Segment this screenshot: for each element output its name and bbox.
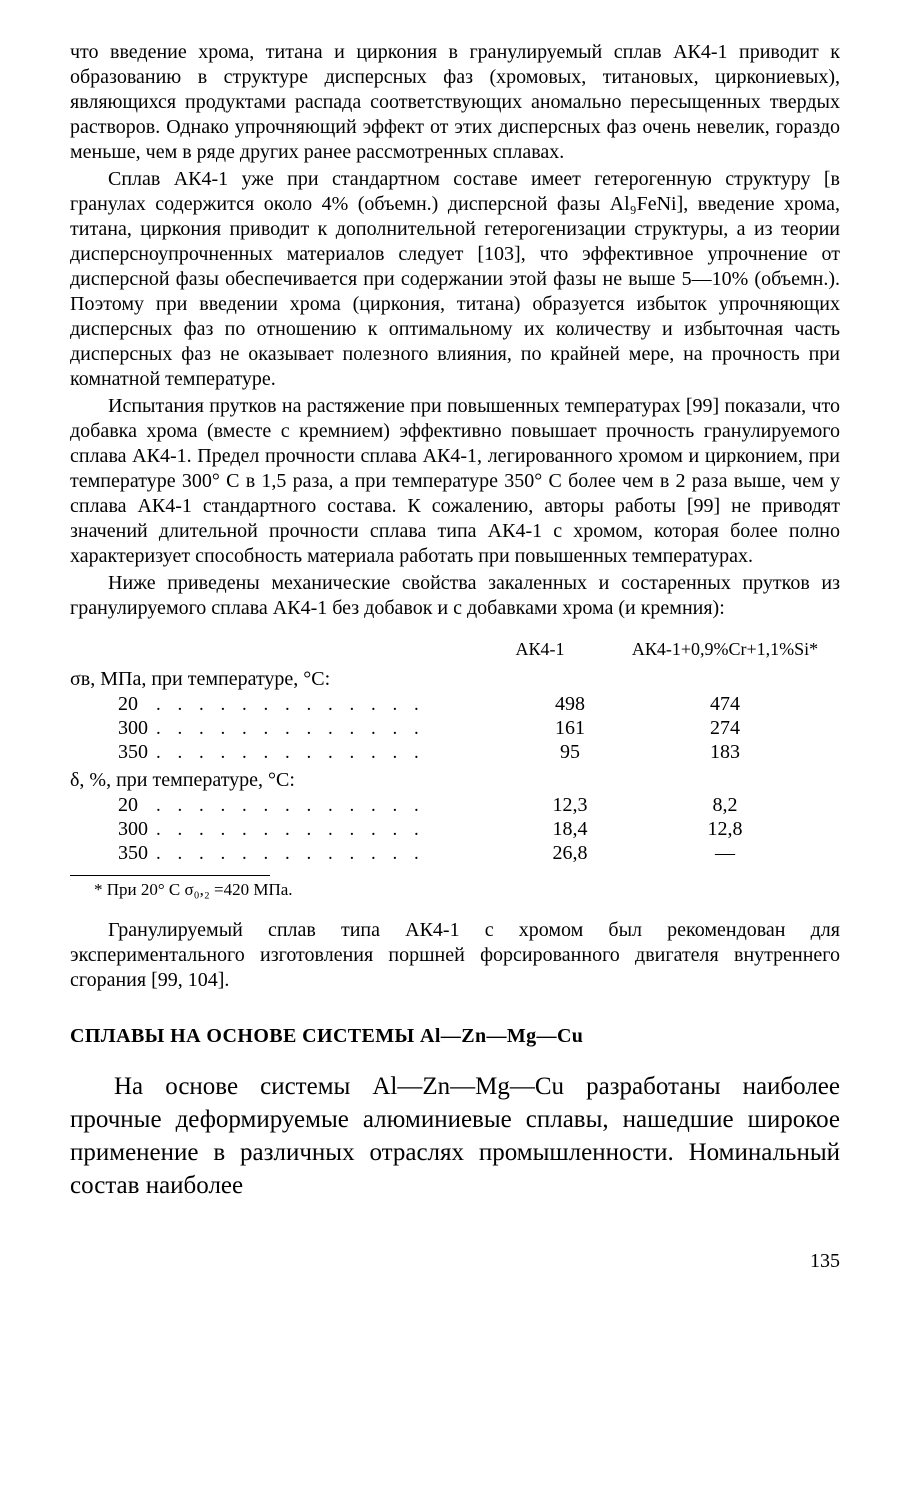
page-number: 135 — [70, 1250, 840, 1273]
row-val2: 183 — [610, 741, 840, 764]
table-row: 300 . . . . . . . . . . . . . 18,4 12,8 — [70, 818, 840, 841]
row-temp: 300 — [70, 717, 150, 740]
sigma-group-label: σв, МПа, при температуре, °С: — [70, 668, 840, 691]
table-col2-head: АК4-1+0,9%Cr+1,1%Si* — [610, 639, 840, 660]
row-temp: 350 — [70, 842, 150, 865]
dot-leader: . . . . . . . . . . . . . — [156, 843, 524, 865]
row-val2: 12,8 — [610, 818, 840, 841]
dot-leader: . . . . . . . . . . . . . — [156, 795, 524, 817]
dot-leader: . . . . . . . . . . . . . — [156, 819, 524, 841]
row-val1: 18,4 — [530, 818, 610, 841]
footnote-text: * При 20° С σ₀,₂ =420 МПа. — [94, 880, 840, 900]
paragraph-1: что введение хрома, титана и циркония в … — [70, 40, 840, 165]
paragraph-2: Сплав АК4-1 уже при стандартном составе … — [70, 167, 840, 392]
table-header-row: АК4-1 АК4-1+0,9%Cr+1,1%Si* — [70, 639, 840, 660]
paragraph-4: Ниже приведены механические свойства зак… — [70, 571, 840, 621]
table-row: 350 . . . . . . . . . . . . . 95 183 — [70, 741, 840, 764]
dot-leader: . . . . . . . . . . . . . — [156, 742, 524, 764]
table-row: 20 . . . . . . . . . . . . . 12,3 8,2 — [70, 794, 840, 817]
row-temp: 20 — [70, 693, 150, 716]
table-col1-head: АК4-1 — [500, 639, 580, 660]
row-temp: 300 — [70, 818, 150, 841]
row-val2: 274 — [610, 717, 840, 740]
paragraph-6: На основе системы Al—Zn—Mg—Cu разработан… — [70, 1070, 840, 1202]
row-val1: 498 — [530, 693, 610, 716]
table-row: 300 . . . . . . . . . . . . . 161 274 — [70, 717, 840, 740]
table-row: 20 . . . . . . . . . . . . . 498 474 — [70, 693, 840, 716]
row-val2: 8,2 — [610, 794, 840, 817]
dot-leader: . . . . . . . . . . . . . — [156, 694, 524, 716]
dot-leader: . . . . . . . . . . . . . — [156, 718, 524, 740]
table-row: 350 . . . . . . . . . . . . . 26,8 — — [70, 842, 840, 865]
footnote-divider — [70, 875, 270, 876]
paragraph-3: Испытания прутков на растяжение при повы… — [70, 394, 840, 569]
row-val2: — — [610, 842, 840, 865]
row-temp: 350 — [70, 741, 150, 764]
section-heading: СПЛАВЫ НА ОСНОВЕ СИСТЕМЫ Al—Zn—Mg—Cu — [70, 1025, 840, 1048]
row-val1: 12,3 — [530, 794, 610, 817]
row-val2: 474 — [610, 693, 840, 716]
properties-table: АК4-1 АК4-1+0,9%Cr+1,1%Si* σв, МПа, при … — [70, 639, 840, 865]
row-val1: 161 — [530, 717, 610, 740]
row-temp: 20 — [70, 794, 150, 817]
row-val1: 26,8 — [530, 842, 610, 865]
delta-group-label: δ, %, при температуре, °С: — [70, 769, 840, 792]
row-val1: 95 — [530, 741, 610, 764]
paragraph-5: Гранулируемый сплав типа АК4-1 с хромом … — [70, 918, 840, 993]
